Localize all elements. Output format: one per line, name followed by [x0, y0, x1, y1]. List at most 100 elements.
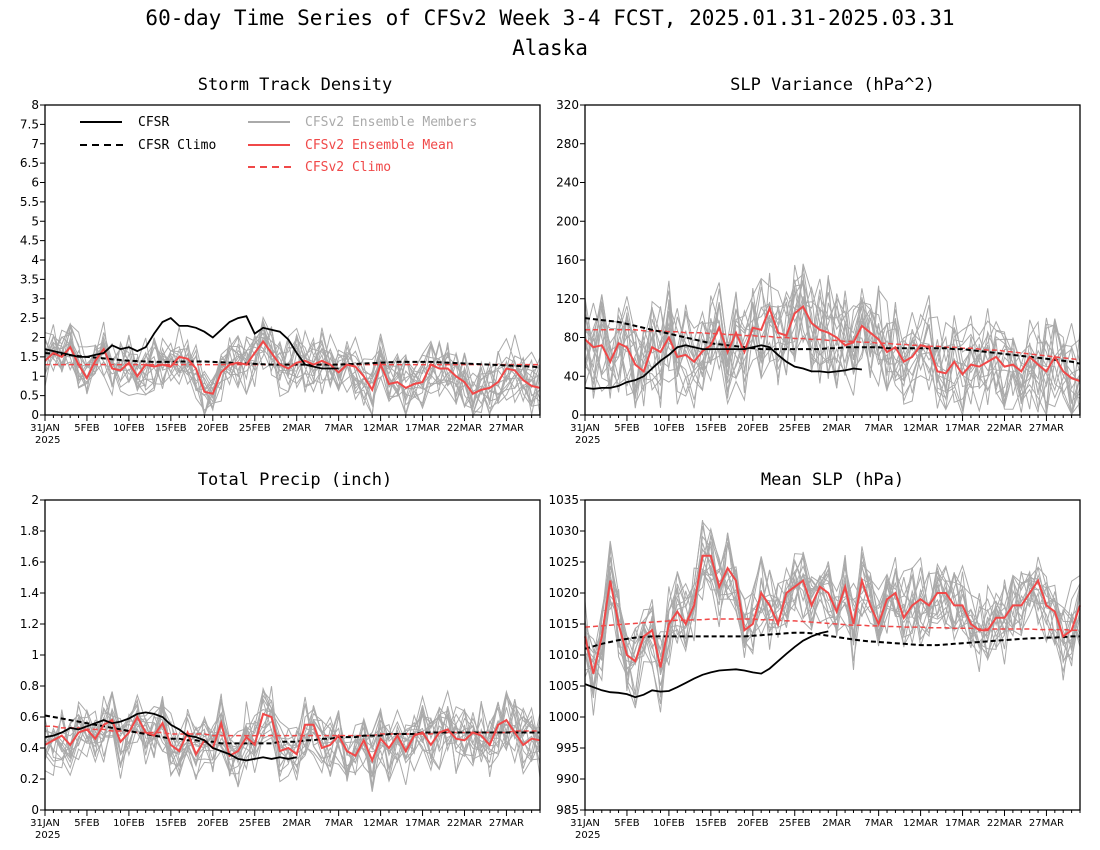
y-tick-label: 0.6: [20, 710, 39, 724]
legend-cfsr-label: CFSR: [138, 115, 169, 130]
y-tick-label: 0.4: [20, 741, 39, 755]
y-tick-label: 1015: [548, 617, 579, 631]
y-tick-label: 3.5: [20, 272, 39, 286]
ensemble-member-line: [44, 698, 541, 777]
ensemble-member-line: [584, 534, 1081, 716]
ensemble-mean-line: [44, 339, 541, 395]
x-tick-label: 27MAR: [489, 818, 524, 829]
ensemble-member-line: [44, 322, 541, 411]
x-tick-label: 10FEB: [653, 423, 685, 434]
x-tick-label: 17MAR: [945, 818, 980, 829]
y-tick-label: 1025: [548, 555, 579, 569]
y-tick-label: 5.5: [20, 195, 39, 209]
x-tick-label: 17MAR: [405, 818, 440, 829]
x-tick-label: 5FEB: [614, 423, 639, 434]
y-tick-label: 1.2: [20, 617, 39, 631]
x-tick-label: 20FEB: [737, 423, 769, 434]
y-tick-label: 1005: [548, 679, 579, 693]
x-tick-label: 31JAN: [30, 423, 60, 434]
y-tick-label: 120: [556, 292, 579, 306]
y-tick-label: 4.5: [20, 234, 39, 248]
y-tick-label: 1000: [548, 710, 579, 724]
x-tick-label: 22MAR: [447, 818, 482, 829]
y-tick-label: 160: [556, 253, 579, 267]
y-tick-label: 280: [556, 137, 579, 151]
x-tick-label: 20FEB: [197, 423, 229, 434]
x-tick-label: 2MAR: [822, 818, 851, 829]
cfsr-line: [584, 630, 829, 699]
x-tick-label: 25FEB: [779, 423, 811, 434]
x-tick-label: 10FEB: [113, 818, 145, 829]
legend-members-label: CFSv2 Ensemble Members: [305, 115, 477, 130]
y-tick-label: 6: [31, 176, 39, 190]
ensemble-mean-line: [44, 712, 541, 764]
x-tick-label: 12MAR: [363, 818, 398, 829]
ensemble-member-line: [584, 282, 1081, 416]
chart-legend: CFSR CFSR Climo CFSv2 Ensemble Members C…: [80, 115, 477, 175]
panel-title-slp-variance: SLP Variance (hPa^2): [730, 75, 935, 95]
y-tick-label: 0: [571, 408, 579, 422]
x-year-label: 2025: [575, 435, 600, 446]
y-tick-label: 990: [556, 772, 579, 786]
y-tick-label: 0.8: [20, 679, 39, 693]
x-year-label: 2025: [575, 830, 600, 841]
y-tick-label: 80: [564, 331, 579, 345]
x-tick-label: 22MAR: [987, 423, 1022, 434]
panel-title-mean-slp: Mean SLP (hPa): [760, 470, 905, 490]
y-tick-label: 3: [31, 292, 39, 306]
chart-panel-storm-track: 0 0.5 1 1.5 2 2.5 3 3.5 4 4.5 5 5.5 6 6.5 7 7.5 8 31JAN 5F…: [20, 98, 541, 446]
chart-panel-mean-slp: 985 990 995 1000 1005 1010 1015 1020 1025 1030 103…: [548, 493, 1081, 841]
cfsv2-climo-line: [584, 618, 1080, 631]
panel-title-storm-track: Storm Track Density: [197, 75, 393, 95]
x-tick-label: 2MAR: [282, 423, 311, 434]
x-tick-label: 5FEB: [614, 818, 639, 829]
x-tick-label: 12MAR: [903, 423, 938, 434]
cfsr-climo-line: [44, 714, 540, 745]
cfsv2-climo-line: [585, 329, 1081, 361]
y-tick-label: 40: [564, 369, 579, 383]
x-tick-label: 31JAN: [570, 423, 600, 434]
chart-panel-total-precip: 0 0.2 0.4 0.6 0.8 1 1.2 1.4 1.6 1.8 2 31JAN 5FEB 10FE…: [20, 493, 541, 841]
x-tick-label: 15FEB: [155, 818, 187, 829]
cfsr-line: [44, 711, 297, 762]
x-tick-label: 15FEB: [695, 423, 727, 434]
y-tick-label: 4: [31, 253, 39, 267]
y-tick-label: 1.6: [20, 555, 39, 569]
y-tick-label: 0.5: [20, 389, 39, 403]
x-year-label: 2025: [35, 830, 60, 841]
x-tick-label: 17MAR: [945, 423, 980, 434]
y-tick-label: 8: [31, 98, 39, 112]
x-tick-label: 20FEB: [197, 818, 229, 829]
y-tick-label: 1035: [548, 493, 579, 507]
ensemble-member-line: [44, 686, 541, 786]
chart-panel-slp-variance: 0 40 80 120 160 200 240 280 320 31JAN 5FEB 10FEB 15F…: [556, 98, 1081, 446]
y-tick-label: 2: [31, 493, 39, 507]
x-tick-label: 17MAR: [405, 423, 440, 434]
ensemble-member-line: [584, 266, 1081, 413]
y-tick-label: 1.8: [20, 524, 39, 538]
y-tick-label: 985: [556, 803, 579, 817]
x-tick-label: 15FEB: [695, 818, 727, 829]
y-tick-label: 1: [31, 369, 39, 383]
x-tick-label: 25FEB: [779, 818, 811, 829]
y-tick-label: 0: [31, 408, 39, 422]
ensemble-member-line: [584, 543, 1081, 678]
y-tick-label: 1010: [548, 648, 579, 662]
x-tick-label: 25FEB: [239, 423, 271, 434]
x-tick-label: 5FEB: [74, 423, 99, 434]
y-tick-label: 2: [31, 331, 39, 345]
legend-cfsv2-climo-label: CFSv2 Climo: [305, 160, 391, 175]
y-tick-label: 1020: [548, 586, 579, 600]
y-tick-label: 240: [556, 176, 579, 190]
x-tick-label: 5FEB: [74, 818, 99, 829]
y-tick-label: 1030: [548, 524, 579, 538]
x-tick-label: 12MAR: [363, 423, 398, 434]
x-tick-label: 15FEB: [155, 423, 187, 434]
legend-mean-label: CFSv2 Ensemble Mean: [305, 138, 454, 153]
y-tick-label: 7: [31, 137, 39, 151]
cfsr-line: [44, 315, 339, 370]
x-tick-label: 27MAR: [1029, 423, 1064, 434]
cfsr-climo-line: [584, 317, 1081, 365]
y-tick-label: 1.4: [20, 586, 39, 600]
